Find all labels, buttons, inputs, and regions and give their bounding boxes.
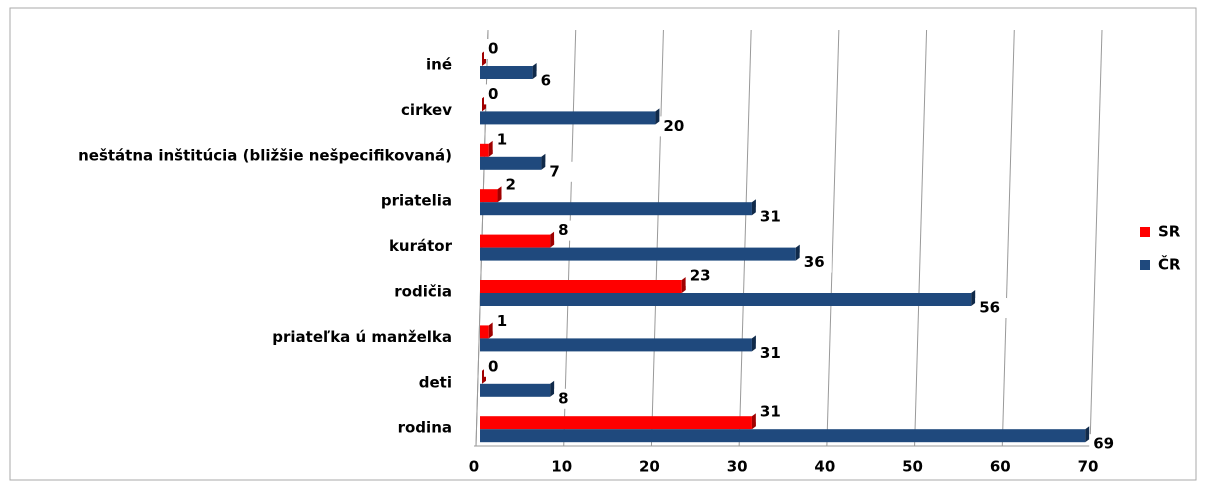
bar-side [751, 413, 756, 430]
value-label-box [799, 252, 832, 273]
grid-line [738, 29, 752, 447]
bar-side [488, 140, 493, 157]
value-label: 36 [804, 253, 825, 271]
bar [480, 143, 489, 157]
value-label-box [685, 266, 718, 286]
x-tick-label: 20 [639, 458, 660, 476]
value-label-box [659, 116, 692, 137]
bar-side [550, 380, 555, 397]
value-label: 0 [488, 40, 498, 58]
bar [480, 280, 682, 293]
value-label-box [484, 39, 516, 59]
legend-swatch [1140, 227, 1150, 237]
value-label: 8 [558, 389, 568, 407]
grid-line [1001, 29, 1015, 447]
y-tick-label: neštátna inštitúcia (bližšie nešpecifiko… [78, 146, 452, 164]
bar-side [550, 231, 555, 248]
bar-side [795, 244, 800, 261]
y-tick-label: rodičia [394, 283, 452, 301]
x-tick-label: 40 [814, 458, 835, 476]
value-label-box [484, 84, 516, 105]
y-tick-label: cirkev [401, 101, 452, 119]
value-label: 31 [760, 208, 781, 226]
value-label: 20 [663, 117, 684, 135]
x-tick-label: 50 [902, 458, 923, 476]
bar [480, 189, 498, 203]
x-tick-label: 70 [1078, 458, 1099, 476]
x-tick-label: 60 [990, 458, 1011, 476]
y-tick-label: kurátor [389, 237, 453, 255]
value-label: 31 [760, 344, 781, 362]
value-label-box [1089, 434, 1122, 455]
legend-label: SR [1158, 223, 1181, 241]
x-tick-label: 10 [551, 458, 572, 476]
bar [480, 66, 533, 79]
grid-line [1089, 29, 1103, 447]
bar-side [751, 199, 756, 216]
grid-line [914, 29, 928, 447]
legend-label: ČR [1158, 255, 1181, 274]
value-label: 0 [488, 357, 498, 375]
bar-side [541, 153, 546, 170]
value-label: 2 [506, 176, 516, 194]
y-tick-label: iné [426, 56, 452, 74]
value-label: 69 [1093, 435, 1114, 453]
value-label-box [554, 220, 587, 241]
value-label-box [554, 388, 587, 409]
bar [480, 247, 796, 261]
bar [480, 338, 752, 352]
value-label-box [484, 356, 516, 377]
bar [480, 293, 972, 306]
value-label: 0 [488, 85, 498, 103]
bar [480, 111, 656, 125]
y-tick-label: deti [419, 373, 452, 391]
bar [480, 202, 752, 216]
grid-line [826, 29, 840, 447]
bar-side [751, 335, 756, 352]
value-label-box [755, 343, 788, 364]
value-label: 8 [558, 221, 568, 239]
bar [480, 416, 752, 430]
grid-line [650, 29, 664, 447]
x-tick-label: 30 [727, 458, 748, 476]
bar [480, 156, 542, 170]
value-label-box [492, 129, 525, 150]
bar-side [971, 290, 976, 306]
bar [480, 325, 489, 339]
value-label-box [975, 298, 1008, 318]
value-label: 23 [690, 267, 711, 285]
value-label-box [545, 161, 578, 182]
value-label: 7 [549, 162, 559, 180]
bar-side [497, 186, 502, 203]
bar [480, 383, 551, 397]
value-label: 6 [541, 72, 551, 90]
bar-side [655, 108, 660, 125]
bar [480, 429, 1086, 443]
bar-side [681, 277, 686, 293]
y-tick-label: rodina [398, 419, 452, 437]
bar-side [532, 63, 537, 79]
value-label-box [501, 175, 534, 196]
value-label-box [492, 311, 525, 332]
x-tick-label: 0 [469, 458, 479, 476]
value-label: 56 [979, 299, 1000, 317]
legend-swatch [1140, 260, 1150, 270]
value-label-box [755, 207, 788, 228]
value-label: 1 [497, 130, 507, 148]
y-tick-label: priateľka ú manželka [272, 328, 452, 346]
value-label: 1 [497, 312, 507, 330]
bar-side [1085, 426, 1090, 443]
chart-frame [9, 7, 1197, 481]
value-label: 31 [760, 403, 781, 421]
value-label-box [755, 402, 788, 423]
bar-side [488, 322, 493, 339]
bar [480, 234, 551, 248]
value-label-box [536, 71, 569, 91]
y-tick-label: priatelia [381, 192, 452, 210]
